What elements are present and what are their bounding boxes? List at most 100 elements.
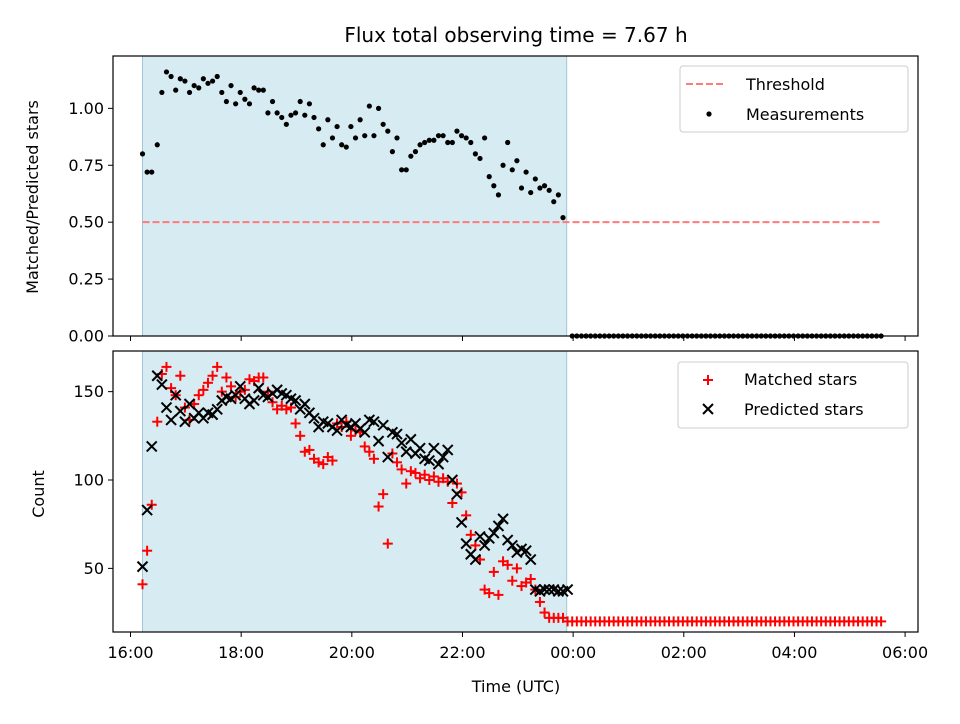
measurement-point bbox=[445, 139, 451, 146]
predicted-star-point bbox=[229, 389, 242, 401]
matched-star-point bbox=[152, 416, 163, 427]
measurement-point bbox=[523, 169, 529, 175]
predicted-star-point bbox=[446, 474, 459, 486]
measurement-point bbox=[200, 76, 206, 82]
predicted-star-stroke-b bbox=[359, 426, 371, 439]
bottom-y-tick-label: 150 bbox=[73, 382, 104, 401]
predicted-star-stroke-b bbox=[136, 560, 149, 573]
x-tick-label: 00:00 bbox=[550, 643, 596, 662]
measurement-point bbox=[182, 78, 188, 84]
predicted-star-point bbox=[331, 424, 343, 437]
predicted-star-stroke-b bbox=[428, 442, 440, 454]
measurement-point bbox=[495, 192, 502, 198]
predicted-star-stroke-b bbox=[248, 394, 260, 407]
predicted-star-stroke-b bbox=[169, 389, 182, 401]
bottom-observing-window bbox=[142, 350, 568, 633]
bottom-y-tick-label: 50 bbox=[84, 559, 104, 578]
x-tick-label: 16:00 bbox=[107, 643, 153, 662]
predicted-star-stroke-b bbox=[474, 530, 486, 543]
measurement-point bbox=[389, 149, 395, 155]
matched-star-point bbox=[359, 441, 370, 452]
matched-star-point bbox=[258, 372, 269, 383]
measurement-point bbox=[399, 167, 405, 173]
predicted-star-stroke-b bbox=[146, 440, 158, 453]
measurement-point bbox=[177, 76, 183, 82]
predicted-star-point bbox=[372, 435, 385, 447]
matched-star-point bbox=[175, 370, 186, 381]
predicted-star-point bbox=[432, 458, 445, 470]
matched-star-point bbox=[137, 579, 148, 590]
predicted-star-stroke-b bbox=[285, 393, 297, 405]
top-y-tick-label: 0.75 bbox=[68, 156, 104, 175]
measurement-point bbox=[228, 82, 234, 89]
measurement-point bbox=[403, 167, 409, 173]
matched-star-point bbox=[876, 616, 887, 627]
matched-star-point bbox=[401, 478, 412, 489]
matched-star-point bbox=[419, 469, 430, 480]
measurement-point bbox=[256, 87, 262, 93]
measurement-point bbox=[316, 126, 322, 132]
measurement-point bbox=[385, 128, 391, 134]
measurement-point bbox=[458, 133, 465, 139]
predicted-star-stroke-b bbox=[340, 419, 353, 431]
measurement-point bbox=[528, 189, 534, 196]
predicted-star-stroke-b bbox=[418, 453, 431, 465]
x-tick-label: 22:00 bbox=[439, 643, 485, 662]
predicted-star-point bbox=[308, 412, 320, 424]
matched-star-point bbox=[327, 455, 338, 466]
matched-star-point bbox=[373, 501, 384, 512]
measurement-point bbox=[320, 142, 326, 148]
measurement-point bbox=[265, 110, 271, 116]
measurement-point bbox=[302, 112, 308, 118]
matched-star-point bbox=[470, 540, 481, 551]
predicted-star-stroke-b bbox=[179, 415, 191, 428]
top-observing-window bbox=[142, 55, 568, 337]
predicted-star-point bbox=[382, 451, 394, 463]
measurement-point bbox=[311, 114, 317, 121]
measurement-point bbox=[154, 142, 160, 148]
predicted-star-point bbox=[455, 516, 468, 529]
measurement-point bbox=[260, 87, 266, 93]
predicted-star-point bbox=[211, 403, 223, 416]
predicted-star-stroke-b bbox=[414, 442, 426, 454]
matched-star-point bbox=[161, 361, 172, 372]
measurement-point bbox=[546, 187, 552, 193]
matched-star-point bbox=[392, 457, 403, 468]
measurement-point bbox=[426, 137, 432, 143]
predicted-star-stroke-b bbox=[395, 437, 408, 449]
predicted-star-point bbox=[552, 585, 565, 598]
predicted-star-stroke-b bbox=[183, 398, 196, 410]
matched-star-point bbox=[368, 453, 379, 464]
bottom-y-tick-label: 100 bbox=[73, 471, 104, 490]
measurement-point bbox=[149, 169, 155, 175]
measurement-point bbox=[514, 158, 520, 164]
predicted-star-stroke-b bbox=[437, 451, 449, 463]
predicted-star-stroke-b bbox=[211, 403, 223, 416]
predicted-star-point bbox=[437, 451, 449, 463]
predicted-star-stroke-b bbox=[151, 370, 163, 382]
bottom-legend-box bbox=[677, 361, 909, 429]
predicted-star-point bbox=[543, 583, 555, 596]
measurement-point bbox=[532, 176, 538, 182]
measurement-point bbox=[435, 133, 442, 139]
matched-star-point bbox=[484, 588, 495, 599]
measurement-point bbox=[509, 167, 515, 173]
measurement-point bbox=[463, 135, 469, 141]
predicted-star-point bbox=[488, 527, 500, 539]
predicted-star-stroke-b bbox=[234, 380, 246, 393]
measurement-point bbox=[242, 96, 248, 102]
matched-star-point bbox=[405, 466, 416, 477]
predicted-star-point bbox=[400, 446, 412, 458]
predicted-star-stroke-b bbox=[506, 539, 518, 552]
chart-title: Flux total observing time = 7.67 h bbox=[344, 23, 687, 47]
measurement-point bbox=[500, 162, 506, 168]
predicted-star-stroke-b bbox=[460, 537, 472, 550]
predicted-star-point bbox=[234, 380, 246, 393]
predicted-star-point bbox=[136, 560, 149, 573]
matched-star-point bbox=[244, 374, 255, 385]
predicted-star-point bbox=[151, 370, 163, 382]
predicted-star-point bbox=[561, 583, 574, 596]
predicted-star-stroke-b bbox=[497, 513, 509, 525]
measurement-point bbox=[408, 153, 414, 159]
